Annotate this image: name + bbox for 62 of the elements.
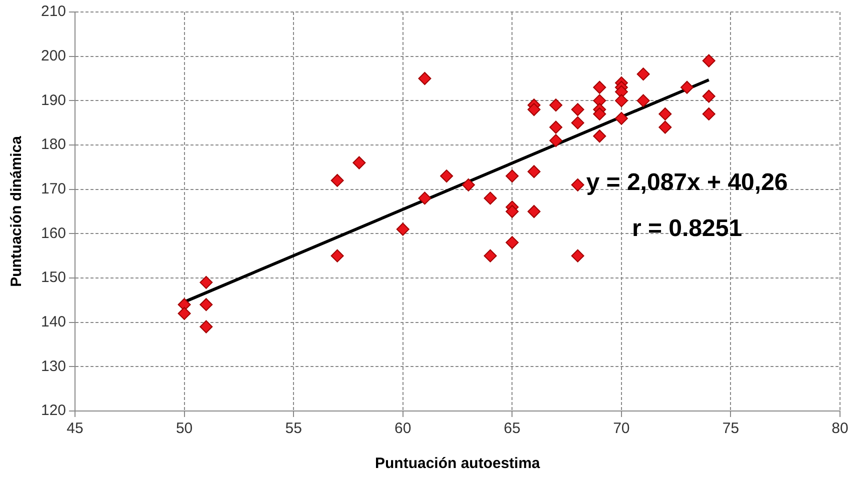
point — [549, 98, 562, 112]
x-tick-label: 75 — [722, 420, 740, 438]
x-tick-label: 60 — [394, 420, 412, 438]
point — [330, 249, 344, 262]
point — [571, 249, 584, 262]
x-tick-label: 70 — [613, 420, 630, 438]
point — [658, 107, 672, 120]
point — [702, 90, 716, 103]
point — [549, 120, 562, 134]
point — [418, 72, 432, 85]
point — [200, 298, 213, 312]
point — [330, 174, 344, 187]
y-tick-label: 190 — [40, 92, 66, 109]
x-tick-label: 45 — [66, 420, 84, 438]
point — [484, 192, 497, 205]
point — [593, 130, 606, 143]
y-tick-label: 140 — [40, 313, 66, 330]
point — [506, 236, 519, 250]
point — [528, 103, 541, 116]
point — [528, 165, 541, 178]
point — [571, 103, 584, 116]
y-tick-label: 170 — [40, 180, 66, 198]
y-tick-label: 210 — [40, 3, 66, 20]
annotation: y = 2,087x + 40,26 — [586, 169, 788, 196]
y-tick-label: 120 — [40, 402, 66, 420]
point — [462, 178, 475, 192]
point — [506, 205, 519, 218]
point — [571, 178, 584, 192]
point — [528, 205, 541, 218]
point — [506, 170, 519, 183]
point — [200, 276, 213, 289]
y-tick-label: 150 — [40, 269, 66, 286]
x-tick-label: 65 — [504, 420, 520, 438]
x-tick-label: 55 — [285, 420, 302, 438]
y-tick-label: 200 — [40, 47, 66, 64]
point — [636, 68, 650, 81]
annotation: r = 0.8251 — [632, 215, 742, 242]
point — [702, 54, 716, 68]
y-tick-label: 160 — [40, 224, 66, 242]
point — [549, 134, 562, 148]
y-tick-label: 180 — [40, 136, 66, 154]
point — [571, 116, 584, 130]
point — [614, 94, 628, 108]
point — [178, 306, 191, 320]
x-axis-title: Puntuación autoestima — [375, 455, 541, 472]
x-tick-label: 80 — [832, 420, 848, 438]
point — [680, 80, 694, 94]
y-tick-label: 130 — [40, 358, 66, 375]
point — [614, 112, 628, 125]
point — [658, 120, 672, 134]
point — [702, 107, 716, 120]
point — [352, 156, 366, 170]
point — [593, 80, 606, 94]
point — [440, 170, 454, 183]
point — [396, 222, 410, 236]
point — [200, 320, 213, 334]
point — [593, 107, 606, 120]
point — [636, 94, 650, 108]
point — [418, 192, 432, 205]
x-tick-label: 50 — [176, 420, 193, 438]
y-axis-title: Puntuación dinámica — [8, 135, 26, 287]
point — [484, 249, 497, 262]
